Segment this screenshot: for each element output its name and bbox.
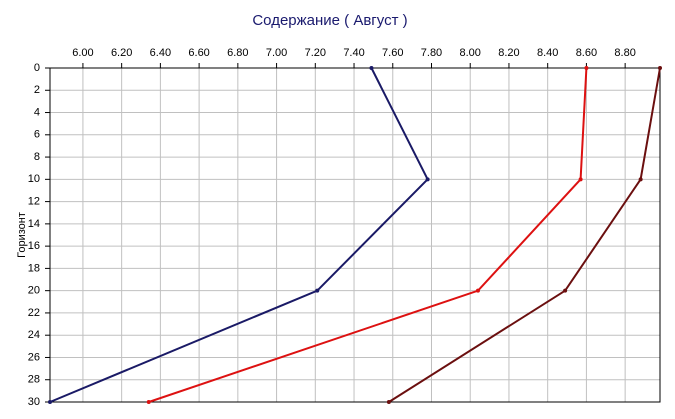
x-tick-label: 6.40 xyxy=(150,47,171,59)
x-tick-label: 7.00 xyxy=(266,47,287,59)
x-tick-label: 7.60 xyxy=(382,47,403,59)
plot-frame xyxy=(49,67,661,403)
data-point xyxy=(578,177,583,182)
y-tick-label: 14 xyxy=(28,218,40,230)
y-tick-label: 18 xyxy=(28,262,40,274)
data-point xyxy=(563,288,568,293)
series-line xyxy=(49,67,429,403)
data-point xyxy=(658,66,662,70)
y-tick-label: 24 xyxy=(28,329,40,341)
y-tick-label: 30 xyxy=(28,396,40,408)
x-tick-label: 8.40 xyxy=(537,47,558,59)
data-point xyxy=(48,400,52,404)
x-tick-label: 6.00 xyxy=(72,47,93,59)
data-point xyxy=(146,400,151,404)
x-tick-label: 6.20 xyxy=(111,47,132,59)
chart-title: Содержание ( Август ) xyxy=(252,12,407,29)
y-tick-label: 10 xyxy=(28,173,40,185)
y-tick-label: 2 xyxy=(34,84,40,96)
x-tick-label: 8.80 xyxy=(614,47,635,59)
series-line xyxy=(388,67,661,403)
data-point xyxy=(475,288,480,293)
y-tick-label: 4 xyxy=(34,106,40,118)
y-tick-label: 22 xyxy=(28,307,40,319)
x-tick-label: 7.20 xyxy=(305,47,326,59)
y-tick-label: 26 xyxy=(28,351,40,363)
x-tick-label: 8.60 xyxy=(576,47,597,59)
y-tick-label: 12 xyxy=(28,196,40,208)
x-tick-label: 8.20 xyxy=(498,47,519,59)
x-tick-label: 6.60 xyxy=(188,47,209,59)
data-point xyxy=(369,66,374,70)
y-tick-label: 20 xyxy=(28,285,40,297)
data-point xyxy=(386,400,391,404)
data-point xyxy=(315,288,320,293)
data-point xyxy=(638,177,643,182)
y-tick-label: 0 xyxy=(34,62,40,74)
y-tick-label: 8 xyxy=(34,151,40,163)
x-tick-label: 7.80 xyxy=(421,47,442,59)
data-point xyxy=(425,177,430,182)
series-line xyxy=(148,67,588,403)
x-tick-label: 6.80 xyxy=(227,47,248,59)
data-point xyxy=(584,66,589,70)
y-axis-label: Горизонт xyxy=(16,212,28,258)
x-tick-label: 7.40 xyxy=(343,47,364,59)
y-tick-label: 16 xyxy=(28,240,40,252)
y-tick-label: 28 xyxy=(28,374,40,386)
y-tick-label: 6 xyxy=(34,129,40,141)
x-tick-label: 8.00 xyxy=(460,47,481,59)
